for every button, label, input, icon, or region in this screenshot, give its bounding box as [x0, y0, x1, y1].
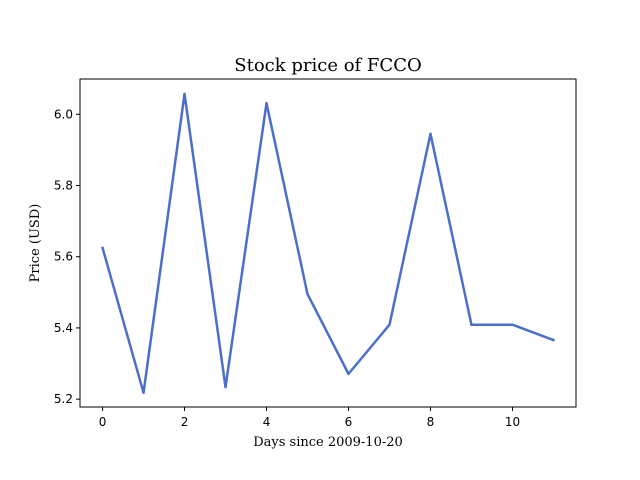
y-tick-label: 5.4	[54, 321, 73, 335]
data-point	[511, 323, 514, 326]
data-point	[470, 323, 473, 326]
plot-frame	[79, 78, 577, 408]
plot-area: 0 2 4 6 8 10 5.2 5.4 5.6 5.8 6.0	[54, 78, 577, 429]
data-point	[306, 292, 309, 296]
x-tick-label: 4	[263, 415, 271, 429]
data-point	[183, 92, 186, 96]
data-point	[429, 132, 432, 136]
x-axis-label: Days since 2009-10-20	[253, 435, 403, 450]
data-point	[142, 391, 145, 395]
x-tick-label: 2	[181, 415, 189, 429]
y-tick-label: 6.0	[54, 107, 73, 121]
data-point	[388, 323, 391, 326]
x-axis: 0 2 4 6 8 10	[99, 407, 520, 429]
data-point	[101, 246, 104, 250]
y-tick-label: 5.2	[54, 392, 73, 406]
series-group	[101, 92, 555, 395]
series-line	[101, 92, 555, 395]
data-point	[552, 338, 555, 342]
y-axis-label: Price (USD)	[28, 204, 43, 283]
data-point	[265, 101, 268, 105]
y-tick-label: 5.8	[54, 178, 73, 192]
data-point	[347, 372, 350, 376]
x-tick-label: 8	[427, 415, 435, 429]
x-tick-label: 0	[99, 415, 107, 429]
x-tick-label: 10	[505, 415, 520, 429]
chart-title: Stock price of FCCO	[234, 55, 421, 76]
y-tick-label: 5.6	[54, 250, 73, 264]
data-point	[224, 385, 227, 389]
x-tick-label: 6	[345, 415, 353, 429]
y-axis: 5.2 5.4 5.6 5.8 6.0	[54, 107, 80, 406]
